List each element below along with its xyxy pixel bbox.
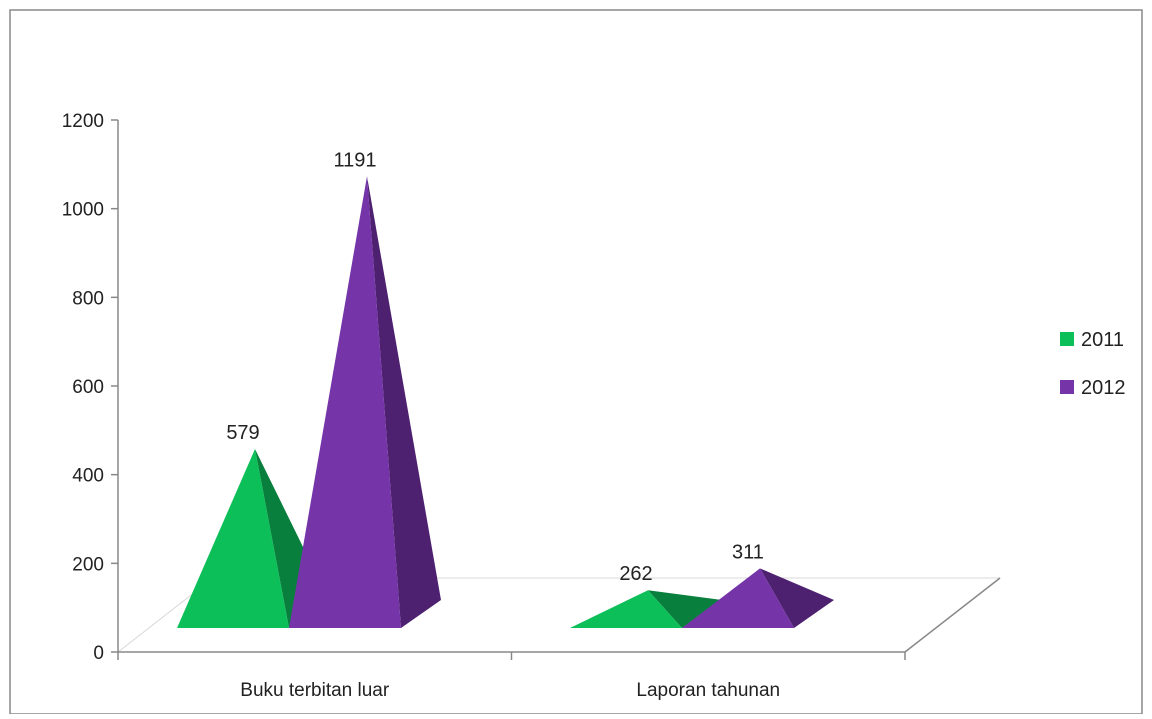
legend-item: 2011 <box>1060 329 1124 351</box>
pyramid-side-face <box>367 176 441 628</box>
data-value-label: 262 <box>619 563 652 585</box>
pyramid-series <box>177 176 834 628</box>
y-tick-label: 1000 <box>62 200 104 221</box>
data-labels: 579 262 1191 311 <box>226 149 764 585</box>
category-label: Buku terbitan luar <box>240 680 390 701</box>
y-tick-label: 400 <box>72 466 104 487</box>
floor-right-edge <box>904 577 1001 653</box>
legend-item: 2012 <box>1060 377 1126 399</box>
legend-label: 2011 <box>1081 329 1124 351</box>
chart-border <box>9 9 1143 715</box>
pyramid-bar <box>682 568 834 628</box>
legend: 2011 2012 <box>1060 329 1126 399</box>
y-tick-label: 0 <box>93 643 104 664</box>
data-value-label: 1191 <box>333 149 376 171</box>
y-tick-label: 600 <box>72 377 104 398</box>
y-axis: 0 200 400 600 800 1000 1200 <box>62 111 119 664</box>
legend-label: 2012 <box>1081 377 1126 399</box>
pyramid-front-face <box>570 590 682 628</box>
x-axis: Buku terbitan luar Laporan tahunan <box>117 651 906 701</box>
pyramid-side-face <box>760 568 834 628</box>
y-tick-label: 1200 <box>62 111 104 132</box>
pyramid-side-face <box>648 590 722 628</box>
data-value-label: 579 <box>226 422 259 444</box>
category-label: Laporan tahunan <box>636 680 780 701</box>
pyramid-front-face <box>682 568 794 628</box>
legend-swatch <box>1060 380 1074 394</box>
y-tick-label: 200 <box>72 554 104 575</box>
pyramid-bar <box>289 176 441 628</box>
pyramid-bar <box>570 590 722 628</box>
legend-swatch <box>1060 332 1074 346</box>
data-value-label: 311 <box>732 541 764 563</box>
y-tick-label: 800 <box>72 288 104 309</box>
pyramid-front-face <box>177 448 289 628</box>
pyramid-front-face <box>289 176 401 628</box>
